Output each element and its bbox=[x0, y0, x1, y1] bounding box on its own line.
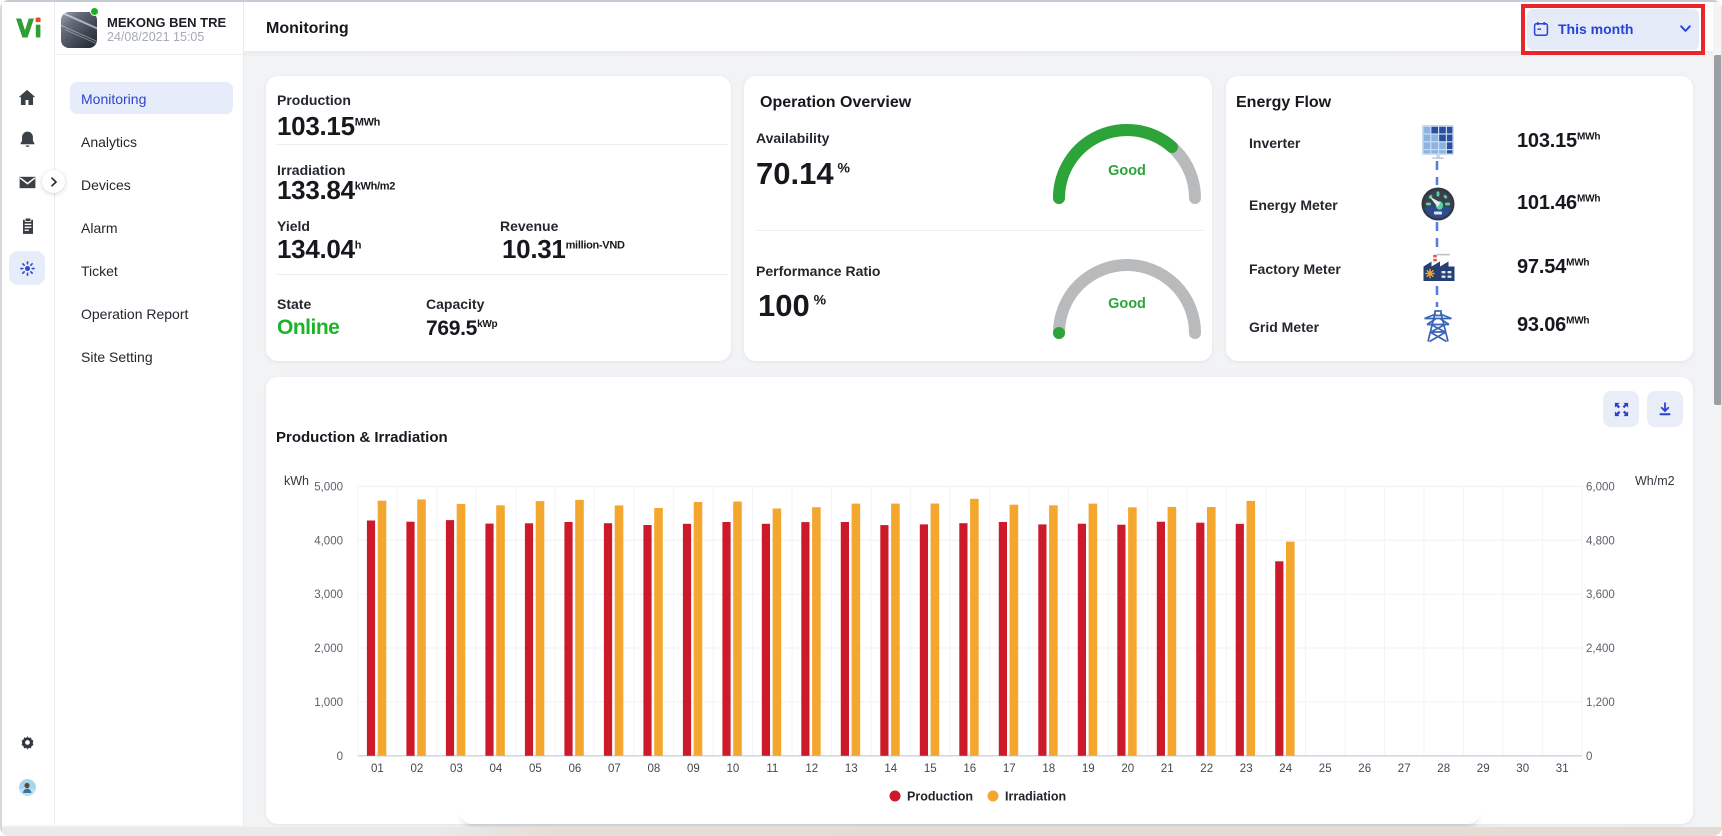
svg-text:07: 07 bbox=[608, 763, 621, 775]
svg-text:4,000: 4,000 bbox=[314, 535, 343, 547]
svg-text:15: 15 bbox=[924, 763, 937, 775]
svg-text:Wh/m2: Wh/m2 bbox=[1635, 474, 1675, 488]
svg-text:29: 29 bbox=[1477, 763, 1490, 775]
svg-text:04: 04 bbox=[490, 763, 503, 775]
svg-text:kWh: kWh bbox=[284, 474, 309, 488]
svg-text:6,000: 6,000 bbox=[1586, 481, 1615, 493]
svg-text:17: 17 bbox=[1003, 763, 1016, 775]
svg-text:16: 16 bbox=[963, 763, 976, 775]
svg-text:Irradiation: Irradiation bbox=[1005, 790, 1066, 804]
svg-text:1,000: 1,000 bbox=[314, 697, 343, 709]
svg-text:12: 12 bbox=[805, 763, 818, 775]
svg-text:0: 0 bbox=[1586, 751, 1592, 763]
svg-text:23: 23 bbox=[1240, 763, 1253, 775]
svg-text:19: 19 bbox=[1082, 763, 1095, 775]
svg-text:06: 06 bbox=[569, 763, 582, 775]
svg-text:Production: Production bbox=[907, 790, 973, 804]
svg-text:4,800: 4,800 bbox=[1586, 535, 1615, 547]
svg-text:5,000: 5,000 bbox=[314, 481, 343, 493]
svg-text:11: 11 bbox=[766, 763, 778, 775]
svg-text:27: 27 bbox=[1398, 763, 1411, 775]
svg-text:1,200: 1,200 bbox=[1586, 697, 1615, 709]
svg-text:0: 0 bbox=[337, 751, 343, 763]
svg-text:31: 31 bbox=[1556, 763, 1569, 775]
svg-text:18: 18 bbox=[1042, 763, 1055, 775]
svg-text:08: 08 bbox=[648, 763, 661, 775]
svg-text:20: 20 bbox=[1121, 763, 1134, 775]
svg-text:05: 05 bbox=[529, 763, 542, 775]
svg-text:24: 24 bbox=[1279, 763, 1292, 775]
svg-text:2,400: 2,400 bbox=[1586, 643, 1615, 655]
svg-text:10: 10 bbox=[727, 763, 740, 775]
svg-text:03: 03 bbox=[450, 763, 463, 775]
svg-text:09: 09 bbox=[687, 763, 700, 775]
svg-text:3,600: 3,600 bbox=[1586, 589, 1615, 601]
svg-text:28: 28 bbox=[1437, 763, 1450, 775]
svg-text:2,000: 2,000 bbox=[314, 643, 343, 655]
svg-text:02: 02 bbox=[411, 763, 424, 775]
svg-text:3,000: 3,000 bbox=[314, 589, 343, 601]
svg-text:13: 13 bbox=[845, 763, 858, 775]
svg-text:26: 26 bbox=[1358, 763, 1371, 775]
svg-text:22: 22 bbox=[1200, 763, 1213, 775]
svg-text:01: 01 bbox=[371, 763, 384, 775]
svg-text:21: 21 bbox=[1161, 763, 1174, 775]
svg-text:25: 25 bbox=[1319, 763, 1332, 775]
svg-text:14: 14 bbox=[884, 763, 897, 775]
svg-text:30: 30 bbox=[1516, 763, 1529, 775]
